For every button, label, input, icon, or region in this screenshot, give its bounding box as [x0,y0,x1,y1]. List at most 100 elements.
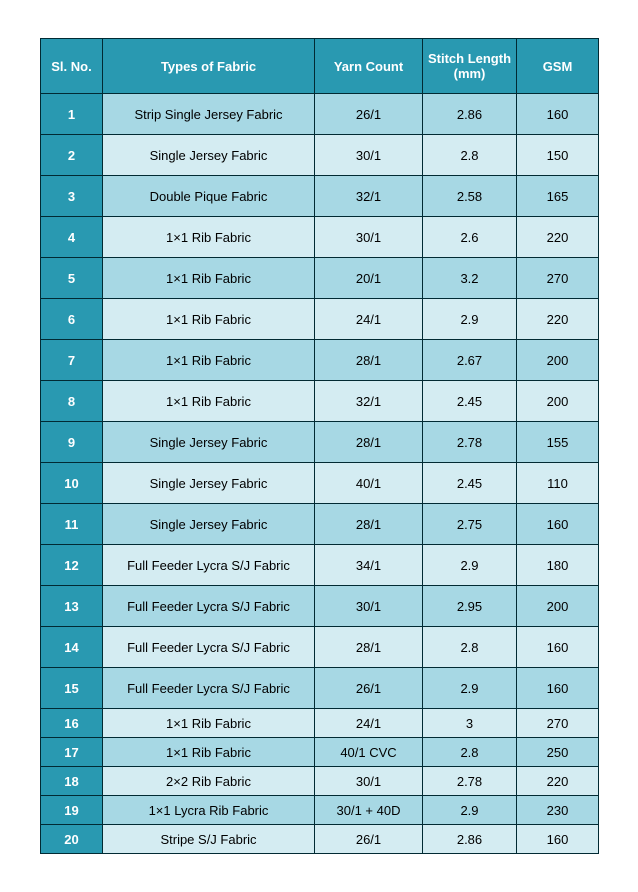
cell-stitch: 2.6 [423,217,517,258]
cell-type: Full Feeder Lycra S/J Fabric [103,586,315,627]
cell-type: 1×1 Rib Fabric [103,709,315,738]
cell-sl: 12 [41,545,103,586]
cell-gsm: 160 [517,668,599,709]
cell-gsm: 160 [517,627,599,668]
cell-type: Full Feeder Lycra S/J Fabric [103,545,315,586]
cell-stitch: 2.45 [423,463,517,504]
cell-sl: 14 [41,627,103,668]
cell-sl: 7 [41,340,103,381]
table-row: 13Full Feeder Lycra S/J Fabric30/12.9520… [41,586,599,627]
table-row: 14Full Feeder Lycra S/J Fabric28/12.8160 [41,627,599,668]
cell-gsm: 155 [517,422,599,463]
cell-gsm: 160 [517,825,599,854]
cell-type: Full Feeder Lycra S/J Fabric [103,668,315,709]
cell-gsm: 200 [517,586,599,627]
table-row: 15Full Feeder Lycra S/J Fabric26/12.9160 [41,668,599,709]
table-row: 12Full Feeder Lycra S/J Fabric34/12.9180 [41,545,599,586]
cell-sl: 11 [41,504,103,545]
cell-gsm: 270 [517,709,599,738]
cell-gsm: 150 [517,135,599,176]
cell-stitch: 2.9 [423,668,517,709]
cell-yarn: 34/1 [315,545,423,586]
cell-yarn: 30/1 [315,135,423,176]
cell-type: Single Jersey Fabric [103,463,315,504]
cell-sl: 3 [41,176,103,217]
cell-gsm: 200 [517,340,599,381]
cell-yarn: 40/1 CVC [315,738,423,767]
cell-sl: 19 [41,796,103,825]
cell-stitch: 2.78 [423,422,517,463]
table-row: 171×1 Rib Fabric40/1 CVC2.8250 [41,738,599,767]
cell-type: Double Pique Fabric [103,176,315,217]
table-row: 3Double Pique Fabric32/12.58165 [41,176,599,217]
cell-yarn: 30/1 [315,586,423,627]
cell-yarn: 26/1 [315,94,423,135]
cell-stitch: 2.8 [423,627,517,668]
cell-yarn: 32/1 [315,176,423,217]
cell-yarn: 28/1 [315,340,423,381]
cell-type: Full Feeder Lycra S/J Fabric [103,627,315,668]
cell-type: Stripe S/J Fabric [103,825,315,854]
cell-type: 1×1 Rib Fabric [103,340,315,381]
cell-sl: 18 [41,767,103,796]
cell-type: 1×1 Rib Fabric [103,381,315,422]
cell-sl: 2 [41,135,103,176]
cell-type: 1×1 Rib Fabric [103,258,315,299]
cell-stitch: 2.75 [423,504,517,545]
cell-stitch: 2.9 [423,545,517,586]
cell-yarn: 26/1 [315,668,423,709]
cell-yarn: 24/1 [315,299,423,340]
cell-stitch: 2.86 [423,94,517,135]
cell-sl: 8 [41,381,103,422]
cell-yarn: 32/1 [315,381,423,422]
cell-stitch: 2.8 [423,135,517,176]
header-stitch: Stitch Length (mm) [423,39,517,94]
cell-stitch: 3.2 [423,258,517,299]
cell-type: 2×2 Rib Fabric [103,767,315,796]
cell-yarn: 30/1 + 40D [315,796,423,825]
header-gsm: GSM [517,39,599,94]
cell-gsm: 230 [517,796,599,825]
cell-gsm: 180 [517,545,599,586]
cell-yarn: 24/1 [315,709,423,738]
cell-stitch: 2.78 [423,767,517,796]
table-row: 182×2 Rib Fabric30/12.78220 [41,767,599,796]
table-row: 51×1 Rib Fabric20/13.2270 [41,258,599,299]
cell-gsm: 200 [517,381,599,422]
cell-sl: 16 [41,709,103,738]
header-row: Sl. No. Types of Fabric Yarn Count Stitc… [41,39,599,94]
table-row: 71×1 Rib Fabric28/12.67200 [41,340,599,381]
cell-yarn: 40/1 [315,463,423,504]
table-row: 10Single Jersey Fabric40/12.45110 [41,463,599,504]
header-yarn: Yarn Count [315,39,423,94]
cell-yarn: 30/1 [315,767,423,796]
cell-type: Strip Single Jersey Fabric [103,94,315,135]
cell-sl: 9 [41,422,103,463]
table-row: 2Single Jersey Fabric30/12.8150 [41,135,599,176]
cell-sl: 1 [41,94,103,135]
cell-sl: 5 [41,258,103,299]
table-row: 41×1 Rib Fabric30/12.6220 [41,217,599,258]
table-row: 61×1 Rib Fabric24/12.9220 [41,299,599,340]
header-sl: Sl. No. [41,39,103,94]
header-type: Types of Fabric [103,39,315,94]
cell-sl: 20 [41,825,103,854]
cell-gsm: 165 [517,176,599,217]
cell-type: Single Jersey Fabric [103,422,315,463]
cell-stitch: 3 [423,709,517,738]
fabric-table: Sl. No. Types of Fabric Yarn Count Stitc… [40,38,599,854]
cell-type: 1×1 Lycra Rib Fabric [103,796,315,825]
cell-type: Single Jersey Fabric [103,135,315,176]
cell-yarn: 30/1 [315,217,423,258]
cell-gsm: 250 [517,738,599,767]
table-row: 1Strip Single Jersey Fabric26/12.86160 [41,94,599,135]
cell-gsm: 110 [517,463,599,504]
cell-stitch: 2.8 [423,738,517,767]
table-row: 81×1 Rib Fabric32/12.45200 [41,381,599,422]
cell-yarn: 26/1 [315,825,423,854]
cell-sl: 10 [41,463,103,504]
cell-stitch: 2.9 [423,299,517,340]
cell-sl: 17 [41,738,103,767]
table-row: 161×1 Rib Fabric24/13270 [41,709,599,738]
cell-yarn: 28/1 [315,504,423,545]
